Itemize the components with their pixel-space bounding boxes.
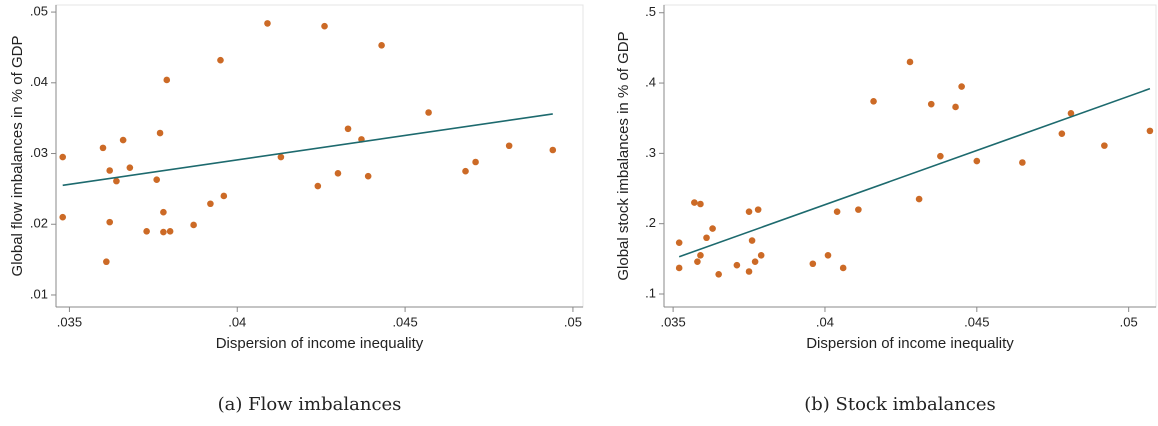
point	[156, 129, 164, 137]
point	[745, 268, 753, 275]
x-tick-label: .05	[1120, 314, 1138, 329]
point	[106, 218, 114, 226]
point	[697, 200, 704, 208]
point	[824, 252, 832, 259]
point	[709, 225, 716, 232]
x-tick-label: .045	[392, 314, 417, 329]
y-axis-title: Global stock imbalances in % of GDP	[615, 31, 632, 280]
point	[344, 125, 352, 133]
point	[703, 234, 710, 242]
caption: (a) Flow imbalances	[218, 394, 402, 415]
point	[364, 172, 372, 180]
point	[59, 153, 67, 161]
point	[697, 252, 704, 259]
point	[833, 208, 841, 216]
point	[745, 208, 753, 216]
point	[166, 228, 174, 235]
point	[321, 22, 328, 30]
fit-line	[678, 87, 1151, 258]
point	[160, 228, 167, 236]
y-tick-label: .02	[30, 216, 48, 231]
plot-frame	[55, 4, 584, 308]
point	[937, 152, 944, 160]
point	[915, 195, 923, 203]
point	[958, 83, 965, 90]
point	[190, 221, 197, 229]
point	[119, 136, 127, 144]
point	[549, 146, 557, 154]
y-tick-label: .01	[30, 286, 48, 301]
point	[106, 167, 114, 174]
point	[839, 264, 847, 272]
point	[906, 58, 914, 66]
point	[472, 158, 479, 166]
point	[715, 271, 722, 278]
point	[103, 258, 110, 266]
x-tick-label: .04	[228, 314, 246, 329]
point	[126, 164, 134, 171]
point	[153, 176, 161, 183]
point	[1058, 130, 1066, 137]
point	[425, 109, 432, 116]
point	[264, 20, 271, 27]
point	[217, 56, 224, 64]
point	[927, 100, 935, 108]
y-tick-label: .05	[30, 4, 48, 19]
x-tick-label: .035	[57, 314, 82, 329]
x-tick-label: .045	[964, 314, 989, 329]
point	[754, 206, 762, 213]
point	[163, 76, 171, 84]
point	[505, 142, 513, 150]
y-tick-label: .2	[645, 215, 656, 230]
point	[314, 182, 322, 190]
point	[870, 98, 877, 105]
y-tick-label: .04	[30, 74, 48, 89]
point	[113, 177, 120, 185]
point	[1019, 159, 1026, 166]
point	[952, 103, 959, 111]
point	[809, 260, 817, 268]
point	[691, 199, 698, 206]
x-axis-title: Dispersion of income inequality	[216, 335, 424, 352]
point	[675, 239, 683, 246]
point	[757, 252, 765, 259]
caption: (b) Stock imbalances	[804, 394, 996, 415]
point	[334, 170, 342, 177]
point	[143, 228, 150, 235]
point	[277, 153, 285, 161]
point	[675, 264, 683, 272]
point	[207, 200, 214, 208]
point	[160, 208, 167, 216]
point	[1146, 127, 1154, 135]
fit-line	[62, 113, 553, 187]
y-axis-title: Global flow imbalances in % of GDP	[9, 36, 26, 277]
y-tick-label: .3	[645, 145, 656, 160]
y-tick-label: .03	[30, 145, 48, 160]
y-tick-label: .4	[645, 74, 656, 89]
point	[694, 258, 701, 265]
point	[1067, 109, 1075, 117]
x-tick-label: .05	[564, 314, 582, 329]
point	[220, 192, 228, 200]
y-tick-label: .1	[645, 285, 656, 300]
point	[748, 237, 756, 244]
point	[462, 167, 469, 175]
y-tick-label: .5	[645, 4, 656, 19]
point	[378, 42, 385, 49]
point	[1101, 142, 1108, 149]
x-axis-title: Dispersion of income inequality	[806, 335, 1014, 352]
x-tick-label: .035	[660, 314, 685, 329]
plot-frame	[663, 4, 1157, 308]
point	[973, 157, 981, 165]
point	[733, 261, 741, 269]
point	[751, 258, 759, 265]
point	[855, 206, 862, 213]
point	[59, 213, 67, 221]
point	[99, 144, 107, 152]
x-tick-label: .04	[816, 314, 834, 329]
